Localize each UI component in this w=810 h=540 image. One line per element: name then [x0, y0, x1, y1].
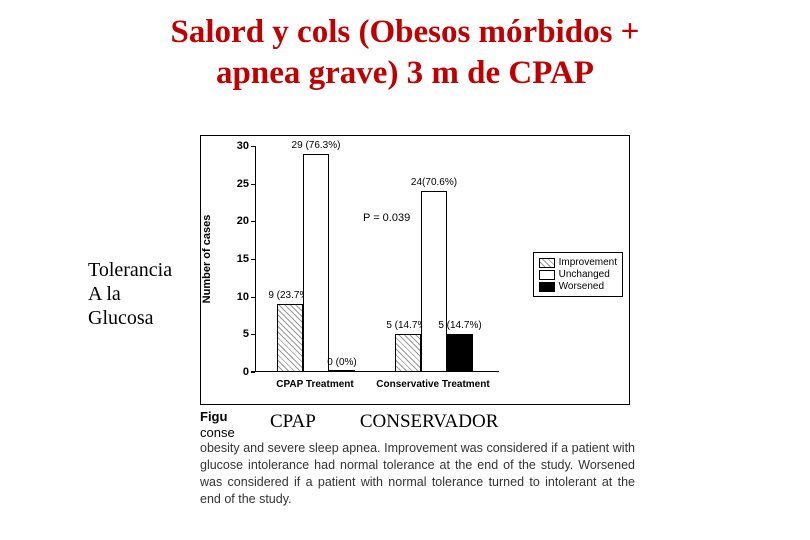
caption-fragment-figu: Figu	[200, 409, 227, 424]
legend-swatch	[539, 258, 555, 268]
y-tick-label: 20	[227, 215, 249, 227]
legend-swatch	[539, 282, 555, 292]
y-tick	[251, 297, 255, 298]
side-line-2: A la	[88, 282, 172, 306]
title-line-2: apnea grave) 3 m de CPAP	[216, 55, 594, 91]
y-tick-label: 10	[227, 291, 249, 303]
bar-worsened	[329, 370, 355, 372]
bottom-label-cpap: CPAP	[270, 411, 315, 432]
side-annotation: Tolerancia A la Glucosa	[88, 258, 172, 330]
bar-value-label: 0 (0%)	[327, 357, 356, 368]
chart-plot-area: Number of cases 051015202530 9 (23.7%)29…	[255, 146, 495, 372]
legend-swatch	[539, 270, 555, 280]
legend-label: Worsened	[559, 281, 604, 292]
bar-unchanged	[303, 154, 329, 372]
legend-row: Unchanged	[539, 269, 617, 280]
group-label: Conservative Treatment	[376, 379, 489, 390]
bar-value-label: 29 (76.3%)	[292, 140, 341, 151]
y-tick-label: 5	[227, 328, 249, 340]
bar-improvement	[277, 304, 303, 372]
chart-legend: ImprovementUnchangedWorsened	[533, 252, 623, 297]
y-tick-label: 25	[227, 178, 249, 190]
y-tick	[251, 146, 255, 147]
p-value: P = 0.039	[363, 212, 410, 224]
y-axis	[255, 146, 256, 372]
y-tick	[251, 184, 255, 185]
chart-container: Number of cases 051015202530 9 (23.7%)29…	[200, 135, 630, 405]
bar-worsened	[447, 334, 473, 372]
caption-body: obesity and severe sleep apnea. Improvem…	[200, 440, 635, 508]
legend-label: Unchanged	[559, 269, 610, 280]
y-tick-label: 0	[227, 366, 249, 378]
side-line-1: Tolerancia	[88, 258, 172, 282]
group-label: CPAP Treatment	[276, 379, 353, 390]
y-tick	[251, 221, 255, 222]
legend-row: Worsened	[539, 281, 617, 292]
bar-value-label: 24(70.6%)	[411, 177, 457, 188]
side-line-3: Glucosa	[88, 306, 172, 330]
y-tick	[251, 334, 255, 335]
bar-value-label: 5 (14.7%)	[438, 320, 481, 331]
title-line-1: Salord y cols (Obesos mórbidos +	[171, 14, 640, 50]
y-tick	[251, 259, 255, 260]
y-axis-title: Number of cases	[201, 215, 213, 304]
legend-label: Improvement	[559, 257, 617, 268]
bar-unchanged	[421, 191, 447, 372]
legend-row: Improvement	[539, 257, 617, 268]
bottom-label-conservador: CONSERVADOR	[360, 411, 499, 432]
bar-improvement	[395, 334, 421, 372]
slide-title: Salord y cols (Obesos mórbidos + apnea g…	[0, 0, 810, 95]
y-tick-label: 15	[227, 253, 249, 265]
bottom-overlay-labels: CPAP CONSERVADOR	[270, 411, 498, 433]
y-tick-label: 30	[227, 140, 249, 152]
y-tick	[251, 372, 255, 373]
caption-fragment-conse: conse	[200, 425, 235, 440]
